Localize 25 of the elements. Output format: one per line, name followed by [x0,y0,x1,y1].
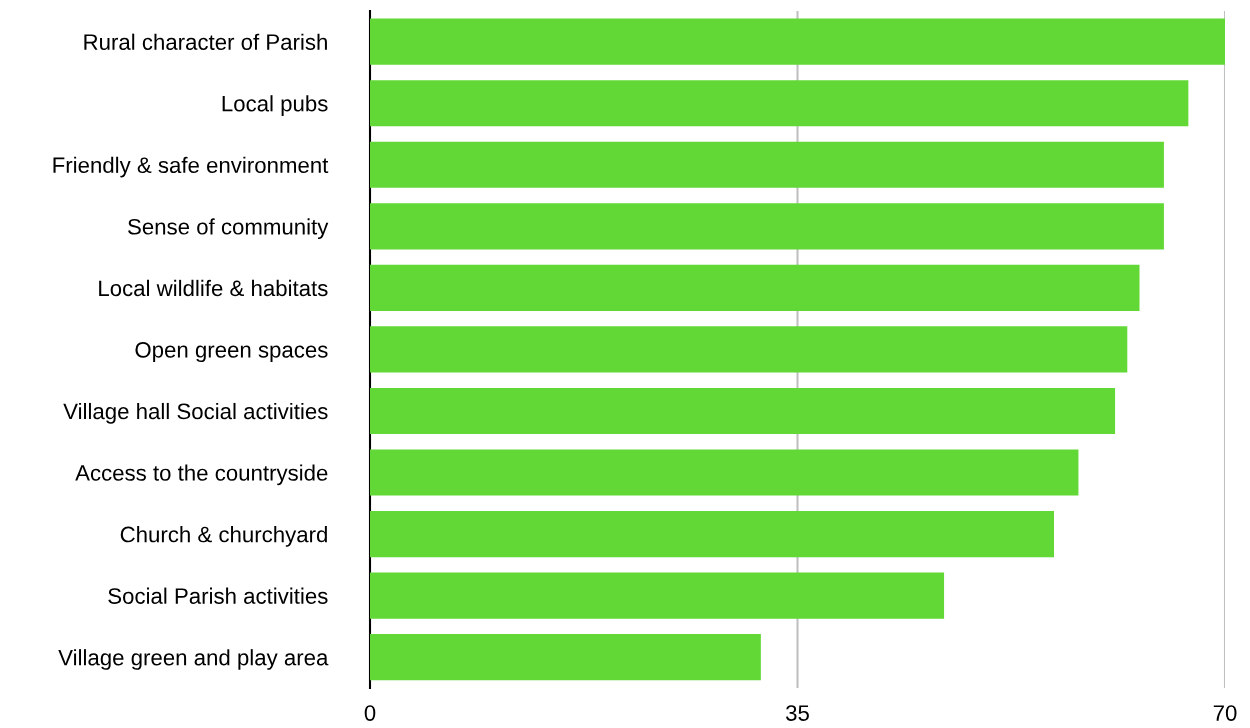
x-tick-label: 35 [785,705,809,721]
bar [370,203,1164,250]
bar [370,80,1189,127]
bar [370,387,1116,435]
bar [370,264,1140,311]
bar [370,572,945,619]
x-tick-label: 0 [364,705,376,721]
y-tick-label: Village green and play area [58,649,329,670]
y-tick-label: Village hall Social activities [63,402,328,424]
y-tick-label: Social Parish activities [108,587,328,604]
y-tick-label: Rural character of Parish [84,33,327,50]
bar [370,634,761,681]
bar [370,449,1079,496]
bar [370,326,1128,373]
y-tick-label: Open green spaces [135,341,328,363]
y-tick-label: Sense of community [128,218,329,240]
bar [370,18,1225,65]
y-tick-label: Local wildlife & habitats [99,279,328,297]
y-tick-label: Friendly & safe environment [53,156,329,178]
bar [370,141,1164,188]
x-tick-label: 70 [1213,705,1237,721]
y-tick-label: Access to the countryside [75,464,328,486]
y-tick-label: Local pubs [222,95,328,116]
y-tick-label: Church & churchyard [120,526,327,547]
bar [370,511,1054,558]
